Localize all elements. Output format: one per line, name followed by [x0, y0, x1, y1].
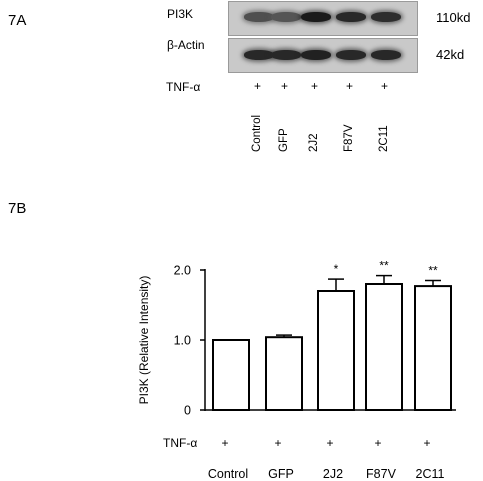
blot-row-label-pi3k: PI3K: [167, 7, 194, 21]
y-tick-label: 1.0: [174, 334, 191, 348]
y-axis-label: PI3K (Relative Intensity): [137, 276, 151, 405]
blot-treatment-mark: +: [381, 79, 389, 93]
western-blot-actin: [228, 38, 418, 73]
blot-band: [336, 12, 366, 22]
treatment-mark: +: [274, 436, 281, 450]
panel-b-label: 7B: [8, 200, 27, 217]
bar: [317, 290, 355, 411]
blot-treatment-label: TNF-α: [166, 80, 201, 94]
bar: [212, 339, 250, 411]
blot-band: [301, 50, 331, 60]
significance-marker: *: [334, 262, 339, 276]
band-size-pi3k: 110kd: [436, 10, 471, 25]
blot-band: [271, 50, 301, 60]
blot-band: [271, 12, 301, 22]
blot-band: [244, 12, 274, 22]
significance-marker: **: [428, 264, 438, 278]
treatment-label: TNF-α: [163, 436, 197, 450]
category-label: Control: [208, 467, 248, 481]
category-label: GFP: [268, 467, 294, 481]
western-blot-pi3k: [228, 1, 418, 36]
treatment-mark: +: [423, 436, 430, 450]
category-label: F87V: [366, 467, 397, 481]
band-size-actin: 42kd: [436, 47, 465, 62]
bar: [365, 283, 403, 411]
treatment-mark: +: [374, 436, 381, 450]
category-label: 2J2: [323, 467, 343, 481]
blot-band: [371, 12, 401, 22]
treatment-mark: +: [326, 436, 333, 450]
treatment-mark: +: [221, 436, 228, 450]
panel-a-label: 7A: [8, 12, 27, 29]
blot-row-label-actin: β-Actin: [167, 38, 205, 52]
blot-band: [371, 50, 401, 60]
significance-marker: **: [379, 259, 389, 273]
y-tick-label: 2.0: [174, 264, 191, 278]
bar: [414, 285, 452, 412]
blot-band: [301, 12, 331, 22]
bar: [265, 336, 303, 412]
blot-treatment-mark: +: [346, 79, 354, 93]
blot-treatment-mark: +: [281, 79, 289, 93]
blot-band: [244, 50, 274, 60]
category-label: 2C11: [416, 467, 445, 481]
blot-band: [336, 50, 366, 60]
y-tick-label: 0: [184, 404, 191, 418]
blot-treatment-mark: +: [311, 79, 319, 93]
blot-treatment-mark: +: [254, 79, 262, 93]
